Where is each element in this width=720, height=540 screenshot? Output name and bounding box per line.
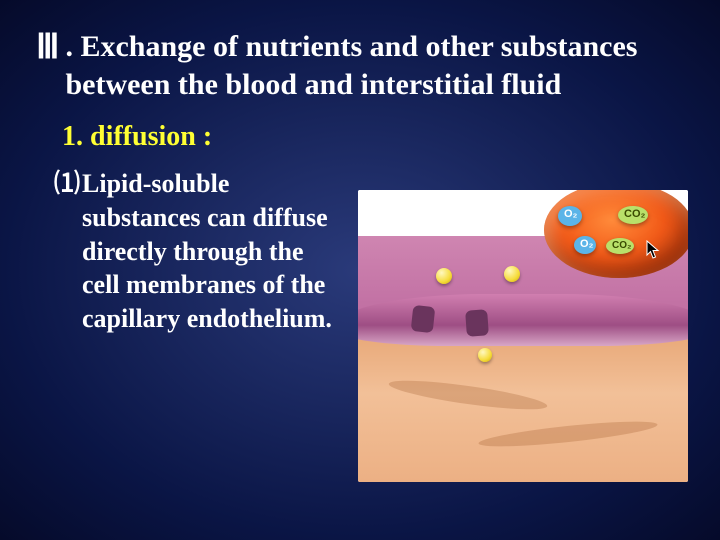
subheading-1: 1. diffusion : [62,121,684,153]
lipid-molecule [504,266,520,282]
slide-title: Ⅲ . Exchange of nutrients and other subs… [36,28,684,103]
slide: Ⅲ . Exchange of nutrients and other subs… [0,0,720,540]
co2-label: CO₂ [606,238,634,254]
figure-canvas: O₂ O₂ CO₂ CO₂ [358,190,688,482]
membrane-pore [411,305,436,333]
title-roman-numeral: Ⅲ [36,28,59,67]
co2-label: CO₂ [618,206,648,224]
item-1-bullet: ⑴ [54,167,80,200]
endothelial-membrane [358,294,688,346]
membrane-pore [465,309,489,336]
title-text: . Exchange of nutrients and other substa… [65,28,684,103]
item-1-text: Lipid-soluble substances can diffuse dir… [82,167,342,336]
lipid-molecule [478,348,492,362]
diffusion-figure: O₂ O₂ CO₂ CO₂ [358,190,688,482]
o2-label: O₂ [558,206,582,226]
cursor-icon [646,240,660,260]
lipid-molecule [436,268,452,284]
o2-label: O₂ [574,236,596,254]
